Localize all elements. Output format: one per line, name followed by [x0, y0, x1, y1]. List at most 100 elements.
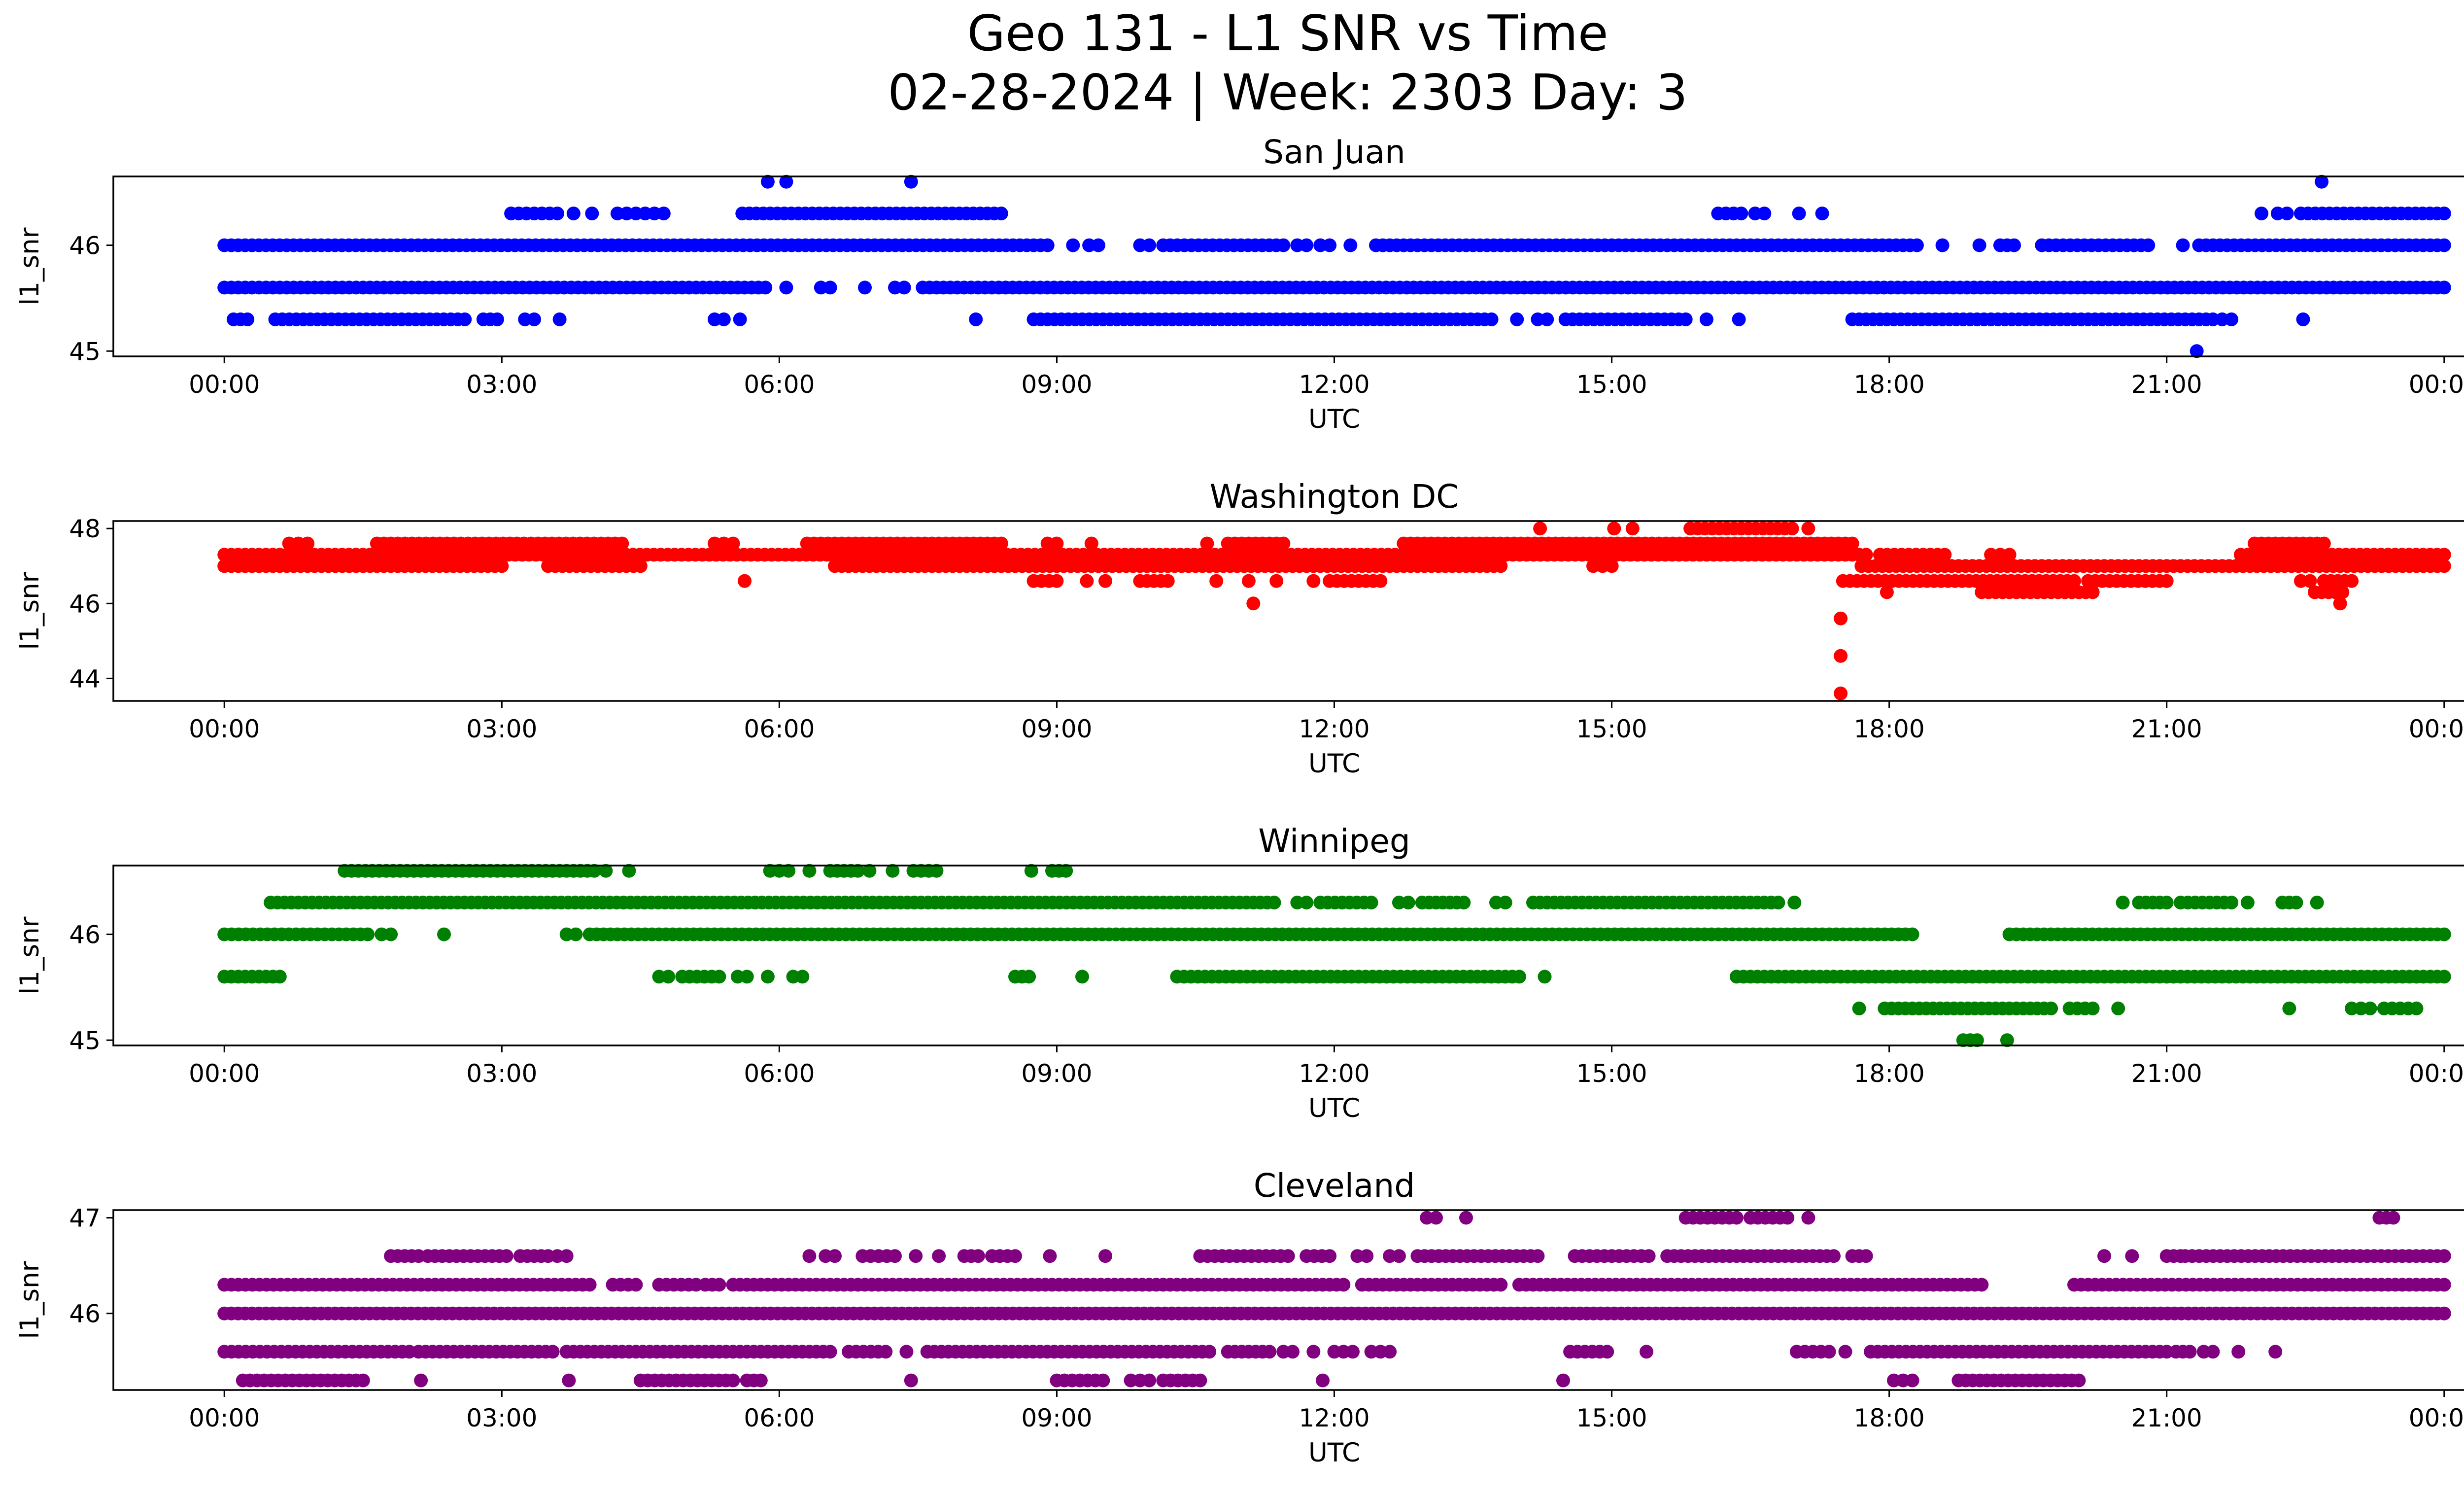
data-point [1346, 1345, 1360, 1359]
x-tick-label: 03:00 [466, 715, 537, 743]
data-point [1605, 559, 1619, 573]
data-point [1729, 1211, 1744, 1225]
data-point [1494, 1278, 1508, 1292]
y-axis-label: l1_snr [15, 1261, 45, 1339]
data-point [1276, 536, 1291, 551]
data-point [828, 1249, 842, 1263]
data-point [994, 536, 1008, 551]
x-tick-label: 06:00 [744, 1404, 815, 1432]
data-point [1787, 896, 1802, 910]
data-point [1834, 611, 1848, 626]
data-point [1972, 238, 1986, 252]
y-tick-label: 46 [69, 590, 101, 618]
y-tick-label: 44 [69, 664, 101, 693]
data-point [1276, 238, 1291, 252]
data-point [971, 1249, 985, 1263]
data-point [1600, 1345, 1614, 1359]
data-point [1801, 1211, 1815, 1225]
data-point [904, 174, 918, 189]
data-point [897, 280, 911, 295]
data-point [1267, 896, 1281, 910]
data-point [2072, 1373, 2086, 1388]
data-point [629, 1278, 643, 1292]
data-point [2007, 238, 2021, 252]
data-point [1364, 896, 1378, 910]
data-point [527, 312, 541, 326]
data-point [1383, 1345, 1397, 1359]
data-point [490, 312, 504, 326]
data-point [2315, 174, 2329, 189]
data-point [656, 207, 671, 221]
data-point [550, 207, 564, 221]
data-point [858, 280, 872, 295]
data-point [929, 864, 944, 878]
data-point [1336, 1278, 1351, 1292]
data-point [546, 1345, 560, 1359]
data-point [1512, 970, 1526, 984]
data-point [2086, 1001, 2100, 1015]
data-point [1531, 1249, 1545, 1263]
data-point [1938, 548, 1952, 562]
data-point [2409, 1001, 2424, 1015]
data-point [1640, 1345, 1653, 1359]
data-point [1323, 1249, 1337, 1263]
y-tick-label: 46 [69, 1300, 101, 1328]
data-points [217, 1211, 2451, 1388]
data-point [1022, 970, 1036, 984]
data-point [1209, 574, 1224, 588]
data-point [1859, 1249, 1873, 1263]
data-point [2289, 896, 2303, 910]
panel-title: Washington DC [1210, 478, 1459, 516]
data-point [356, 1373, 370, 1388]
data-point [1540, 312, 1554, 326]
data-point [1556, 1373, 1570, 1388]
data-point [1459, 1211, 1473, 1225]
data-point [633, 559, 648, 573]
data-point [2176, 238, 2190, 252]
data-point [1392, 1249, 1406, 1263]
data-point [1360, 1249, 1374, 1263]
data-point [932, 1249, 946, 1263]
data-point [726, 1373, 740, 1388]
data-point [2282, 1001, 2296, 1015]
data-point [2333, 596, 2347, 611]
data-point [2224, 896, 2239, 910]
data-point [1050, 574, 1064, 588]
x-tick-label: 00:00 [2409, 1059, 2464, 1088]
y-tick-label: 47 [69, 1204, 101, 1233]
data-point [1202, 1345, 1217, 1359]
data-point [1059, 864, 1073, 878]
data-point [2086, 585, 2100, 599]
data-point [753, 1373, 768, 1388]
data-point [1246, 596, 1261, 611]
data-point [1142, 238, 1157, 252]
data-point [1241, 574, 1256, 588]
x-tick-label: 00:00 [2409, 715, 2464, 743]
data-point [1343, 238, 1358, 252]
data-point [1785, 522, 1799, 536]
data-point [458, 312, 472, 326]
figure-title: Geo 131 - L1 SNR vs Time [967, 4, 1608, 62]
figure-subtitle: 02-28-2024 | Week: 2303 Day: 3 [888, 64, 1687, 121]
data-point [1373, 574, 1388, 588]
data-point [2116, 896, 2130, 910]
data-point [495, 559, 509, 573]
data-point [2002, 548, 2017, 562]
data-point [1066, 238, 1080, 252]
x-tick-label: 18:00 [1854, 1404, 1925, 1432]
data-point [795, 970, 810, 984]
panel-title: San Juan [1263, 133, 1405, 171]
data-point [779, 174, 793, 189]
data-point [994, 207, 1008, 221]
panel-title: Winnipeg [1258, 822, 1410, 860]
data-point [1024, 864, 1038, 878]
panel-washington-dc: Washington DC 00:00 03:00 06:00 09:00 12:00 15… [15, 478, 2464, 779]
data-point [802, 864, 817, 878]
x-tick-label: 12:00 [1299, 1059, 1369, 1088]
data-point [301, 536, 315, 551]
x-axis-label: UTC [1308, 749, 1360, 779]
y-tick-label: 48 [69, 515, 101, 543]
data-point [2437, 238, 2451, 252]
data-point [1827, 1249, 1841, 1263]
